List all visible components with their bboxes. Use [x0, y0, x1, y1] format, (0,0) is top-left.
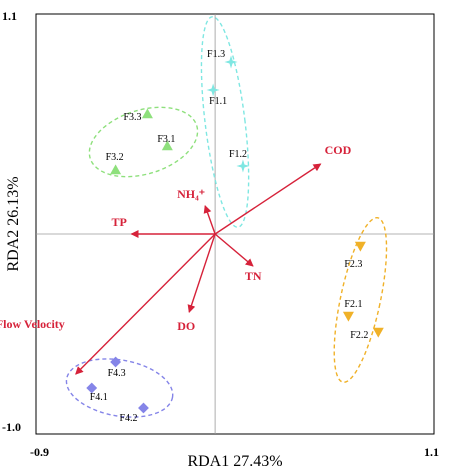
point-label-f1-2: F1.2 — [229, 149, 247, 160]
vector-label-do: DO — [177, 319, 195, 333]
point-label-f4-1: F4.1 — [90, 392, 108, 403]
vector-label-tn: TN — [245, 269, 262, 283]
x-tick-right: 1.1 — [424, 445, 439, 459]
ellipse-f4 — [65, 358, 174, 418]
ellipse-f2 — [333, 217, 388, 383]
vector-cod — [214, 163, 322, 235]
point-f4-1 — [86, 382, 98, 394]
point-label-f2-1: F2.1 — [344, 299, 362, 310]
point-f3-1 — [161, 140, 173, 151]
point-label-f2-2: F2.2 — [350, 330, 368, 341]
point-f1-3 — [224, 55, 238, 69]
vector-label-tp: TP — [112, 215, 127, 229]
point-label-f3-3: F3.3 — [123, 112, 141, 123]
vector-label-cod: COD — [325, 143, 352, 157]
point-f2-2 — [372, 327, 384, 338]
group-ellipses — [65, 16, 388, 418]
zero-lines — [36, 14, 434, 434]
point-label-f3-1: F3.1 — [157, 134, 175, 145]
point-f3-2 — [110, 164, 122, 175]
point-label-f2-3: F2.3 — [344, 259, 362, 270]
point-f2-3 — [354, 241, 366, 252]
point-label-f3-2: F3.2 — [106, 152, 124, 163]
vector-flow-velocity — [75, 233, 216, 375]
point-f1-1 — [206, 83, 220, 97]
point-f4-3 — [110, 356, 122, 368]
point-f4-2 — [138, 402, 149, 414]
x-tick-left: -0.9 — [30, 445, 49, 459]
point-f2-1 — [342, 311, 354, 322]
vector-do — [187, 233, 216, 313]
point-f1-2 — [236, 159, 250, 173]
site-points: F1.3 F1.1 F1.2 F2.3 F2.1 F2.2 F3.3 F3.1 F3.2 F4.3… — [86, 49, 384, 424]
point-f3-3 — [141, 108, 153, 119]
point-label-f4-3: F4.3 — [108, 368, 126, 379]
point-label-f1-3: F1.3 — [207, 49, 225, 60]
environmental-vectors: COD NH₄⁺ TP TN DO Flow Velocity — [0, 143, 352, 375]
plot-frame — [35, 13, 435, 435]
ellipse-f1 — [200, 16, 250, 228]
ellipse-f3 — [88, 106, 199, 178]
x-axis-title: RDA1 27.43% — [187, 453, 282, 470]
y-axis-title: RDA2 26.13% — [5, 176, 22, 271]
vector-label-flow-velocity: Flow Velocity — [0, 317, 65, 331]
vector-label-nh: NH₄⁺ — [177, 187, 205, 201]
y-tick-bottom: -1.0 — [2, 420, 21, 434]
point-label-f4-2: F4.2 — [119, 413, 137, 424]
vector-tn — [214, 233, 254, 267]
vector-nh — [203, 205, 216, 235]
y-tick-top: 1.1 — [2, 9, 17, 23]
point-label-f1-1: F1.1 — [209, 96, 227, 107]
